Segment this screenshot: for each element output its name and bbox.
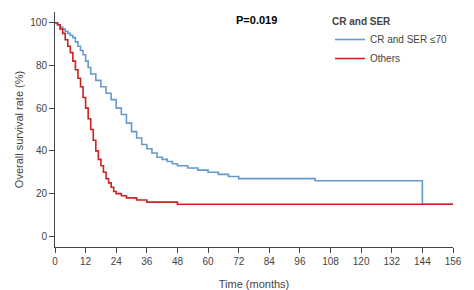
svg-text:20: 20: [36, 188, 48, 199]
svg-text:40: 40: [36, 145, 48, 156]
svg-text:72: 72: [233, 256, 245, 267]
svg-text:156: 156: [445, 256, 462, 267]
svg-text:CR and SER ≤70: CR and SER ≤70: [370, 34, 447, 45]
svg-text:96: 96: [294, 256, 306, 267]
svg-text:12: 12: [80, 256, 92, 267]
svg-text:132: 132: [383, 256, 400, 267]
svg-text:108: 108: [322, 256, 339, 267]
svg-text:Time (months): Time (months): [219, 278, 290, 290]
svg-text:84: 84: [264, 256, 276, 267]
svg-text:60: 60: [36, 103, 48, 114]
svg-text:120: 120: [353, 256, 370, 267]
svg-text:36: 36: [141, 256, 153, 267]
svg-text:Others: Others: [370, 53, 400, 64]
svg-text:P=0.019: P=0.019: [236, 14, 277, 26]
svg-text:Overall survival rate (%): Overall survival rate (%): [13, 71, 25, 188]
svg-text:0: 0: [52, 256, 58, 267]
svg-text:144: 144: [414, 256, 431, 267]
svg-text:48: 48: [172, 256, 184, 267]
svg-text:0: 0: [41, 231, 47, 242]
svg-text:80: 80: [36, 60, 48, 71]
svg-text:24: 24: [111, 256, 123, 267]
svg-text:CR and SER: CR and SER: [332, 16, 391, 27]
svg-text:100: 100: [30, 17, 47, 28]
svg-text:60: 60: [203, 256, 215, 267]
